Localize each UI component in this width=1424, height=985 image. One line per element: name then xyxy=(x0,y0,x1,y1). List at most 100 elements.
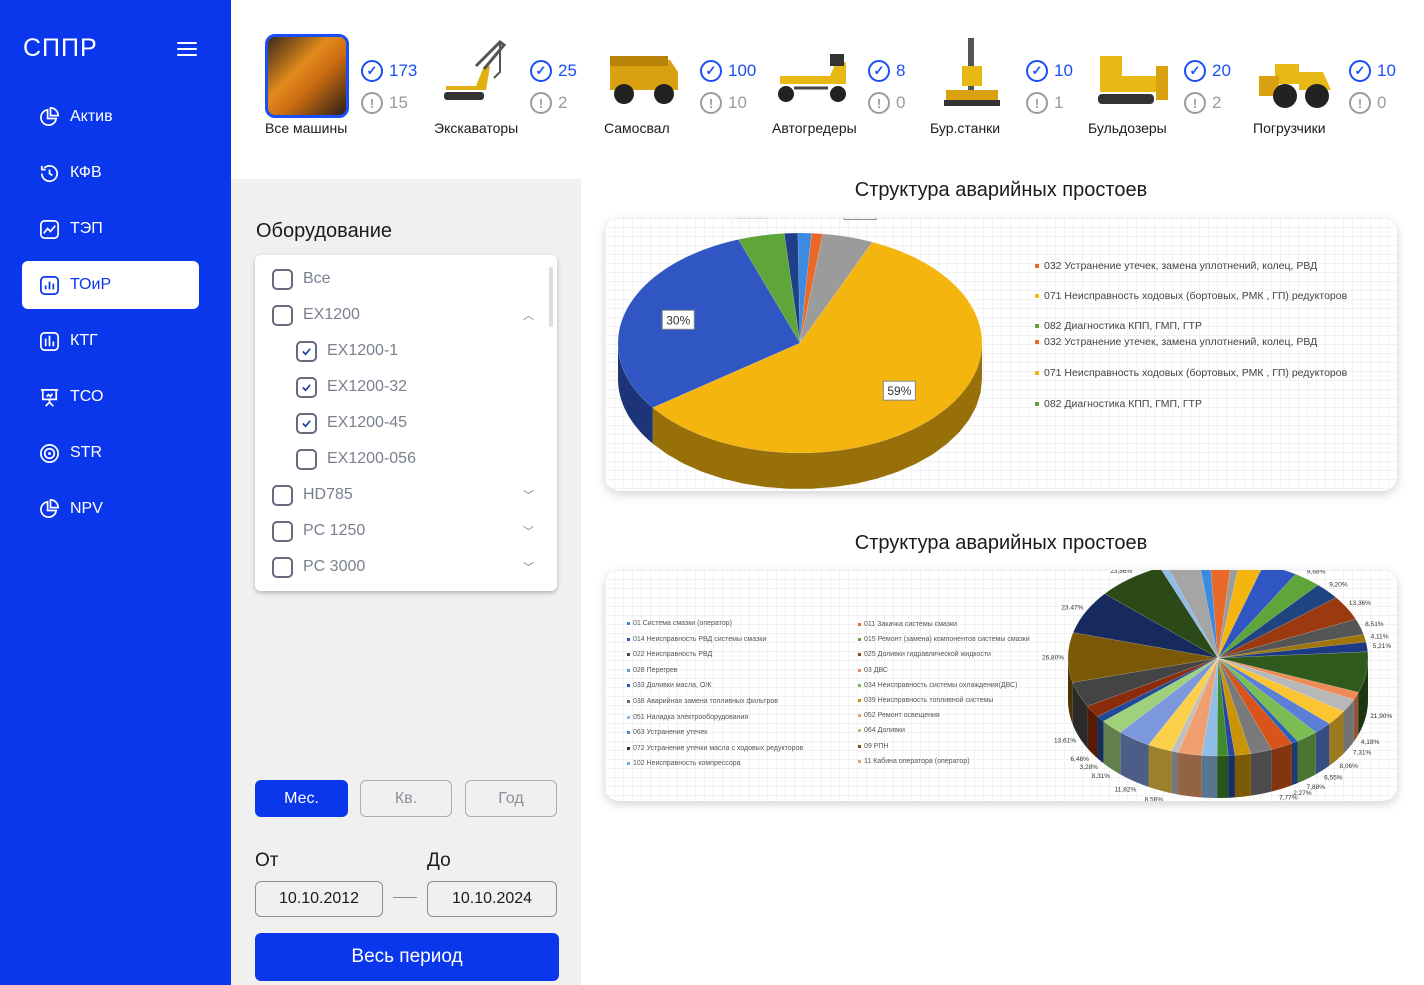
data-label: 8,56% xyxy=(1145,796,1164,801)
machine-card-6[interactable]: Погрузчики ✓ 10 ! 0 xyxy=(1253,34,1423,144)
ok-count: ✓ 25 xyxy=(530,60,577,82)
machine-card-5[interactable]: Бульдозеры ✓ 20 ! 2 xyxy=(1088,34,1258,144)
pie1-slice-31[interactable] xyxy=(1086,657,1219,717)
warn-count: ! 10 xyxy=(700,92,747,114)
pie1-slice-19[interactable] xyxy=(1217,657,1293,750)
pie1-side-20 xyxy=(1250,749,1272,796)
pie1-slice-27[interactable] xyxy=(1148,657,1219,752)
equipment-option[interactable]: EX1200-056 xyxy=(296,447,416,471)
pie1-slice-9[interactable] xyxy=(1217,618,1364,659)
pie1-slice-24[interactable] xyxy=(1201,657,1219,757)
equipment-option[interactable]: Все xyxy=(272,267,331,291)
equipment-option[interactable]: EX1200-32 xyxy=(296,375,407,399)
pie1-slice-2[interactable] xyxy=(1210,570,1231,659)
legend-text: 052 Ремонт освещения xyxy=(864,712,940,720)
sidebar-item-0[interactable]: Актив xyxy=(22,93,199,141)
scrollbar[interactable] xyxy=(549,267,553,327)
legend-item: 063 Устранение утечек xyxy=(627,729,707,736)
legend-item: 034 Неисправность системы охлаждения(ДВС… xyxy=(858,682,1017,689)
machine-card-3[interactable]: Автогредеры ✓ 8 ! 0 xyxy=(772,34,942,144)
warn-value: 10 xyxy=(728,93,747,112)
chevron-up-icon[interactable]: ︿ xyxy=(523,310,534,322)
pie1-slice-32[interactable] xyxy=(1072,657,1219,707)
pie1-slice-3[interactable] xyxy=(1217,570,1240,659)
pie1-slice-11[interactable] xyxy=(1217,641,1368,659)
chevron-down-icon[interactable]: ﹀ xyxy=(523,526,534,538)
pie1-slice-8[interactable] xyxy=(1217,597,1357,659)
pie1-slice-36[interactable] xyxy=(1160,570,1219,659)
menu-icon[interactable] xyxy=(177,42,197,56)
pie1-slice-14[interactable] xyxy=(1217,657,1355,712)
pie1-slice-12[interactable] xyxy=(1217,651,1369,693)
pie0-slice-0[interactable] xyxy=(783,232,801,344)
checkbox[interactable] xyxy=(272,484,293,506)
machine-image xyxy=(606,36,686,116)
pie1-slice-20[interactable] xyxy=(1217,657,1273,754)
machine-card-1[interactable]: Экскаваторы ✓ 25 ! 2 xyxy=(434,34,604,144)
ok-count: ✓ 100 xyxy=(700,60,756,82)
equipment-option[interactable]: EX1200 xyxy=(272,303,360,327)
checkbox[interactable] xyxy=(296,448,317,470)
pie1-slice-26[interactable] xyxy=(1170,657,1219,753)
all-period-button[interactable]: Весь период xyxy=(255,933,559,981)
sidebar-item-6[interactable]: STR xyxy=(22,429,199,477)
pie0-slice-5[interactable] xyxy=(617,239,801,408)
checkbox[interactable] xyxy=(272,268,293,290)
legend-text: 011 Закачка системы смазки xyxy=(864,621,957,628)
period-month-button[interactable]: Мес. xyxy=(255,780,348,817)
pie1-slice-28[interactable] xyxy=(1119,657,1219,746)
legend-swatch xyxy=(858,744,861,748)
pie1-slice-1[interactable] xyxy=(1199,570,1219,659)
chevron-down-icon[interactable]: ﹀ xyxy=(523,562,534,574)
pie1-slice-17[interactable] xyxy=(1217,657,1317,742)
checkbox[interactable] xyxy=(296,412,317,434)
sidebar-item-4[interactable]: КТГ xyxy=(22,317,199,365)
pie1-slice-35[interactable] xyxy=(1104,570,1219,659)
pie0-slice-6[interactable] xyxy=(738,233,801,344)
equipment-option[interactable]: EX1200-45 xyxy=(296,411,407,435)
pie1-slice-13[interactable] xyxy=(1217,657,1359,700)
checkbox[interactable] xyxy=(296,340,317,362)
period-quarter-button[interactable]: Кв. xyxy=(360,780,452,817)
equipment-option[interactable]: EX1200-1 xyxy=(296,339,398,363)
sidebar-item-3[interactable]: ТОиР xyxy=(22,261,199,309)
legend-text: 032 Устранение утечек, замена уплотнений… xyxy=(1044,336,1318,348)
from-date-input[interactable]: 10.10.2012 xyxy=(255,881,383,917)
machine-card-2[interactable]: Самосвал ✓ 100 ! 10 xyxy=(604,34,774,144)
pie1-slice-4[interactable] xyxy=(1217,570,1264,659)
checkbox[interactable] xyxy=(296,376,317,398)
pie1-slice-25[interactable] xyxy=(1177,657,1219,756)
pie1-slice-15[interactable] xyxy=(1217,657,1344,724)
machine-card-0[interactable]: Все машины ✓ 173 ! 15 xyxy=(265,34,435,144)
chevron-down-icon[interactable]: ﹀ xyxy=(523,490,534,502)
pie1-slice-6[interactable] xyxy=(1217,573,1319,659)
pie1-slice-34[interactable] xyxy=(1072,593,1219,659)
equipment-option[interactable]: HD785 xyxy=(272,483,353,507)
equipment-option[interactable]: PC 1250 xyxy=(272,519,365,543)
pie1-slice-7[interactable] xyxy=(1217,584,1337,659)
pie1-slice-33[interactable] xyxy=(1067,632,1219,683)
sidebar-item-5[interactable]: ТСО xyxy=(22,373,199,421)
legend-text: 01 Система смазки (оператор) xyxy=(633,620,732,627)
pie1-slice-29[interactable] xyxy=(1102,657,1219,733)
checkbox[interactable] xyxy=(272,304,293,326)
pie0-slice-3[interactable] xyxy=(799,233,873,344)
checkbox[interactable] xyxy=(272,520,293,542)
sidebar-item-2[interactable]: ТЭП xyxy=(22,205,199,253)
pie1-slice-30[interactable] xyxy=(1097,657,1219,722)
checkbox[interactable] xyxy=(272,556,293,578)
pie-chart-1: 1%1%1%4%59%30%4% xyxy=(617,218,983,489)
machine-image xyxy=(1090,36,1170,116)
machine-card-4[interactable]: Бур.станки ✓ 10 ! 1 xyxy=(930,34,1100,144)
to-date-input[interactable]: 10.10.2024 xyxy=(427,881,557,917)
sidebar-item-7[interactable]: NPV xyxy=(22,485,199,533)
equipment-option[interactable]: PC 3000 xyxy=(272,555,365,579)
pie1-side-28 xyxy=(1120,732,1149,787)
sidebar-item-1[interactable]: КФВ xyxy=(22,149,199,197)
legend-item: 028 Перегрев xyxy=(627,667,677,674)
sidebar: СППР Актив КФВ ТЭП ТОиР КТГ ТСО STR NPV xyxy=(0,0,231,985)
pie1-slice-0[interactable] xyxy=(1167,570,1219,659)
pie1-side-15 xyxy=(1329,711,1344,766)
pie1-slice-5[interactable] xyxy=(1217,570,1297,659)
period-year-button[interactable]: Год xyxy=(465,780,557,817)
